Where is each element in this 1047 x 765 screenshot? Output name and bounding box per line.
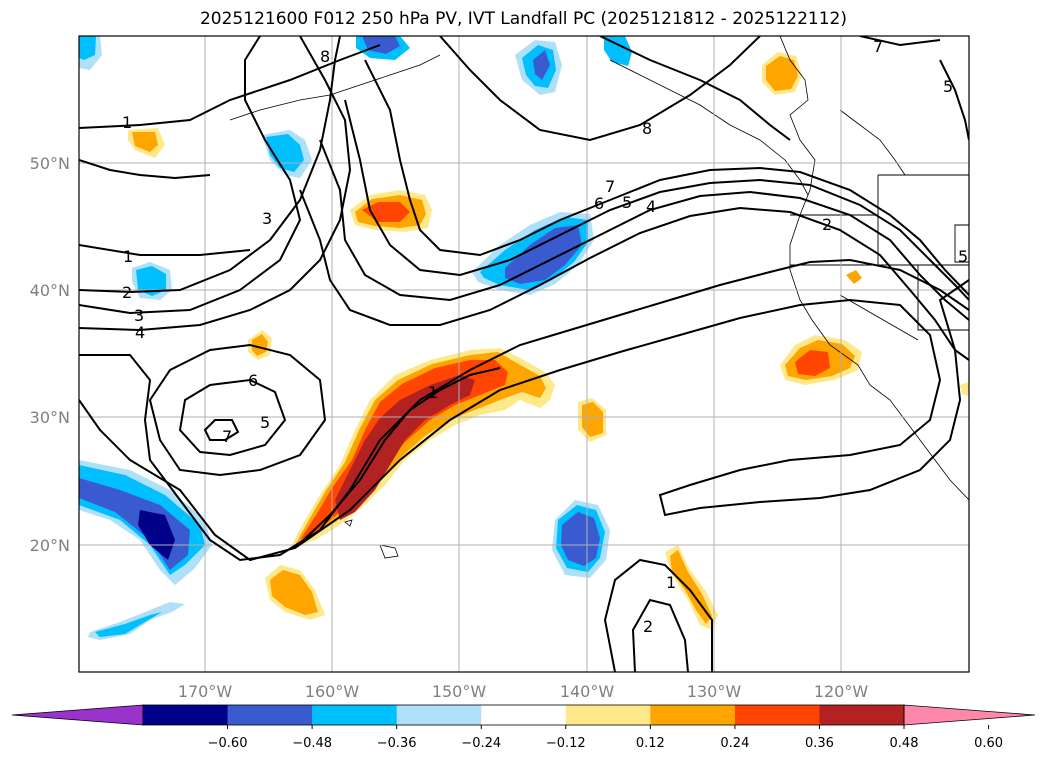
contour-label: 2 xyxy=(822,215,832,234)
colorbar-segment xyxy=(143,705,229,725)
colorbar-tick-label: −0.12 xyxy=(546,736,586,751)
contour-label: 6 xyxy=(594,194,604,213)
colorbar-segment xyxy=(819,705,905,725)
pv-contours xyxy=(79,36,969,672)
colorbar-tick-label: −0.60 xyxy=(208,736,248,751)
lon-label: 140°W xyxy=(560,682,615,701)
contour-label: 1 xyxy=(428,383,438,402)
colorbar-tick-label: −0.48 xyxy=(292,736,332,751)
contour-label: 6 xyxy=(248,371,258,390)
contour-label: 5 xyxy=(943,77,953,96)
contour-5-loop xyxy=(148,343,327,477)
lat-label: 50°N xyxy=(30,154,70,173)
colorbar-tick-label: 0.24 xyxy=(720,736,749,751)
colorbar-tick-label: −0.36 xyxy=(377,736,417,751)
lon-label: 160°W xyxy=(305,682,360,701)
colorbar-extend-min xyxy=(11,704,144,726)
contour-jet-7 xyxy=(364,59,969,296)
lon-label: 170°W xyxy=(178,682,233,701)
contour-label: 7 xyxy=(222,427,232,446)
lon-label: 120°W xyxy=(814,682,869,701)
contour-label: 5 xyxy=(260,413,270,432)
contour-south-2 xyxy=(631,598,689,672)
contour-1 xyxy=(79,44,381,129)
colorbar-tick-label: 0.60 xyxy=(974,736,1003,751)
contour-label: 1 xyxy=(666,573,676,592)
contour-north-1 xyxy=(79,159,211,180)
contour-label: 1 xyxy=(122,113,132,132)
contour-label: 5 xyxy=(958,247,968,266)
colorbar-segment xyxy=(481,705,567,725)
longitude-labels: 170°W 160°W 150°W 140°W 130°W 120°W xyxy=(178,682,869,701)
political-borders xyxy=(790,174,969,341)
contour-1b xyxy=(79,244,251,256)
lon-label: 150°W xyxy=(432,682,487,701)
contour-outer xyxy=(79,279,969,562)
contour-label: 8 xyxy=(642,119,652,138)
contour-3 xyxy=(79,36,302,315)
contour-label: 4 xyxy=(646,197,656,216)
map-title: 2025121600 F012 250 hPa PV, IVT Landfall… xyxy=(199,9,847,29)
contour-labels: 8 1 3 7 6 5 4 2 8 1 2 3 4 6 7 5 1 1 2 7 … xyxy=(122,37,968,636)
contour-plume-1 xyxy=(294,367,501,549)
colorbar-tick-label: 0.48 xyxy=(890,736,919,751)
contour-2 xyxy=(79,36,341,294)
lat-label: 30°N xyxy=(30,408,70,427)
contour-ne-5 xyxy=(939,59,969,141)
contour-7-loop xyxy=(203,419,240,441)
contour-4 xyxy=(79,36,352,332)
lon-label: 130°W xyxy=(687,682,742,701)
contour-label: 3 xyxy=(134,306,144,325)
colorbar-border xyxy=(142,704,905,726)
contour-jet-6 xyxy=(344,99,969,301)
colorbar-tick-label: −0.24 xyxy=(461,736,501,751)
contour-6-loop xyxy=(178,378,287,457)
contour-label: 2 xyxy=(643,617,653,636)
latitude-labels: 50°N 40°N 30°N 20°N xyxy=(30,154,70,555)
contour-label: 5 xyxy=(622,193,632,212)
colorbar-extend-max xyxy=(903,704,1036,726)
graticule xyxy=(79,36,969,672)
colorbar-segment xyxy=(565,705,651,725)
colorbar-segment xyxy=(734,705,820,725)
colorbar-segment xyxy=(227,705,313,725)
contour-ne-7 xyxy=(859,36,941,47)
map-frame xyxy=(78,35,970,673)
contour-label: 4 xyxy=(135,323,145,342)
contour-label: 3 xyxy=(262,209,272,228)
contour-south-1 xyxy=(603,558,713,672)
contour-label: 7 xyxy=(873,37,883,56)
contour-jet-4 xyxy=(299,189,969,361)
contour-label: 8 xyxy=(320,47,330,66)
lat-label: 40°N xyxy=(30,281,70,300)
coastlines xyxy=(229,36,969,559)
contour-jet-5 xyxy=(319,139,969,321)
contour-label: 1 xyxy=(123,247,133,266)
colorbar-tick-label: 0.36 xyxy=(805,736,834,751)
colorbar-segment xyxy=(650,705,736,725)
colorbar: −0.60 −0.48 −0.36 −0.24 −0.12 0.12 0.24 0.36 0.4… xyxy=(11,704,1036,751)
contour-8 xyxy=(79,258,969,562)
contour-label: 7 xyxy=(605,177,615,196)
contour-north-8b xyxy=(599,36,791,141)
colorbar-segment xyxy=(312,705,398,725)
contour-north-8 xyxy=(439,36,761,142)
colorbar-tick-label: 0.12 xyxy=(636,736,665,751)
contour-label: 2 xyxy=(122,283,132,302)
colorbar-segment xyxy=(396,705,482,725)
lat-label: 20°N xyxy=(30,536,70,555)
